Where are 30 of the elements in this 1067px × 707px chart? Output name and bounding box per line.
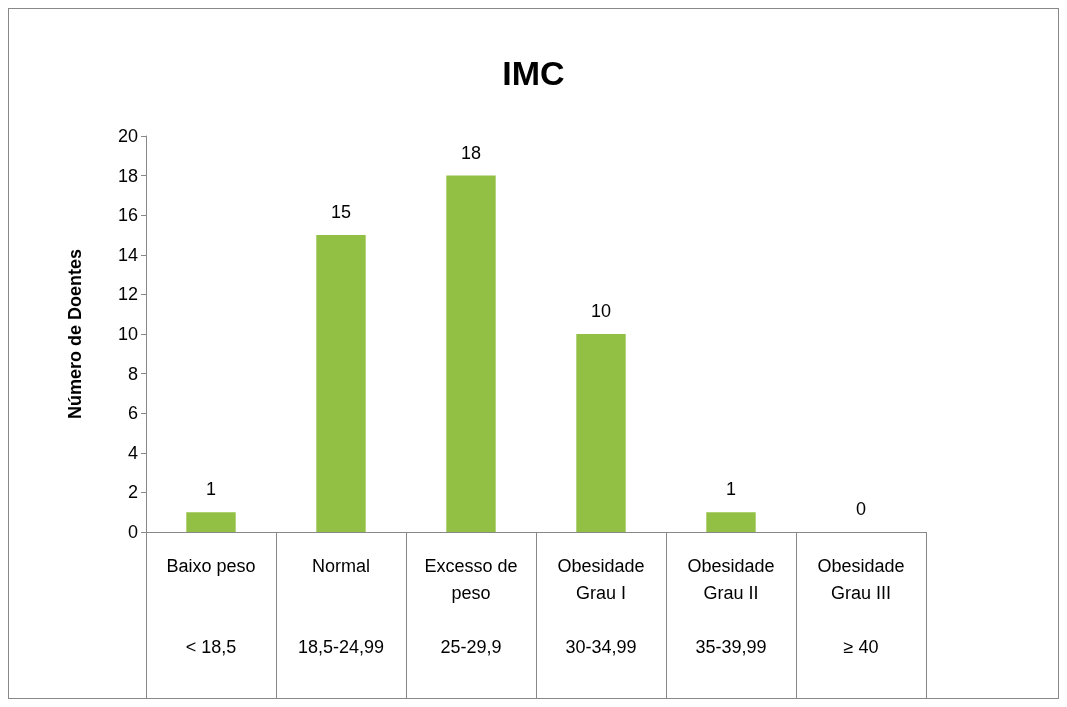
data-label: 18: [460, 142, 482, 163]
bar: [316, 235, 366, 532]
category-label: Excesso de peso 25-29,9: [424, 555, 518, 657]
y-tick-label: 12: [117, 284, 138, 305]
category-label: Normal 18,5-24,99: [297, 555, 385, 657]
y-tick-label: 16: [117, 205, 138, 226]
chart-title: IMC: [502, 54, 565, 92]
data-label: 10: [590, 301, 612, 321]
bar: [576, 334, 626, 532]
y-tick-label: 4: [127, 442, 138, 463]
y-tick-label: 20: [117, 126, 138, 146]
category-label: Obesidade Grau II 35-39,99: [687, 555, 775, 657]
y-tick-label: 18: [117, 165, 138, 186]
bar: [446, 175, 496, 532]
y-axis-title: Número de Doentes: [65, 248, 85, 420]
y-tick-label: 6: [127, 403, 138, 424]
data-label: 1: [205, 479, 217, 500]
data-label: 15: [330, 202, 352, 222]
data-label: 1: [725, 479, 737, 500]
bar: [706, 512, 756, 532]
y-tick-label: 8: [127, 363, 138, 384]
y-tick-label: 14: [117, 244, 138, 265]
y-tick-label: 2: [127, 482, 138, 503]
data-label: 0: [855, 499, 867, 519]
y-tick-label: 0: [127, 522, 138, 542]
category-label: Baixo peso < 18,5: [166, 555, 256, 657]
category-label: Obesidade Grau III ≥ 40: [817, 555, 905, 657]
bar: [186, 512, 236, 532]
y-tick-label: 10: [117, 324, 138, 344]
category-label: Obesidade Grau I 30-34,99: [557, 555, 645, 657]
